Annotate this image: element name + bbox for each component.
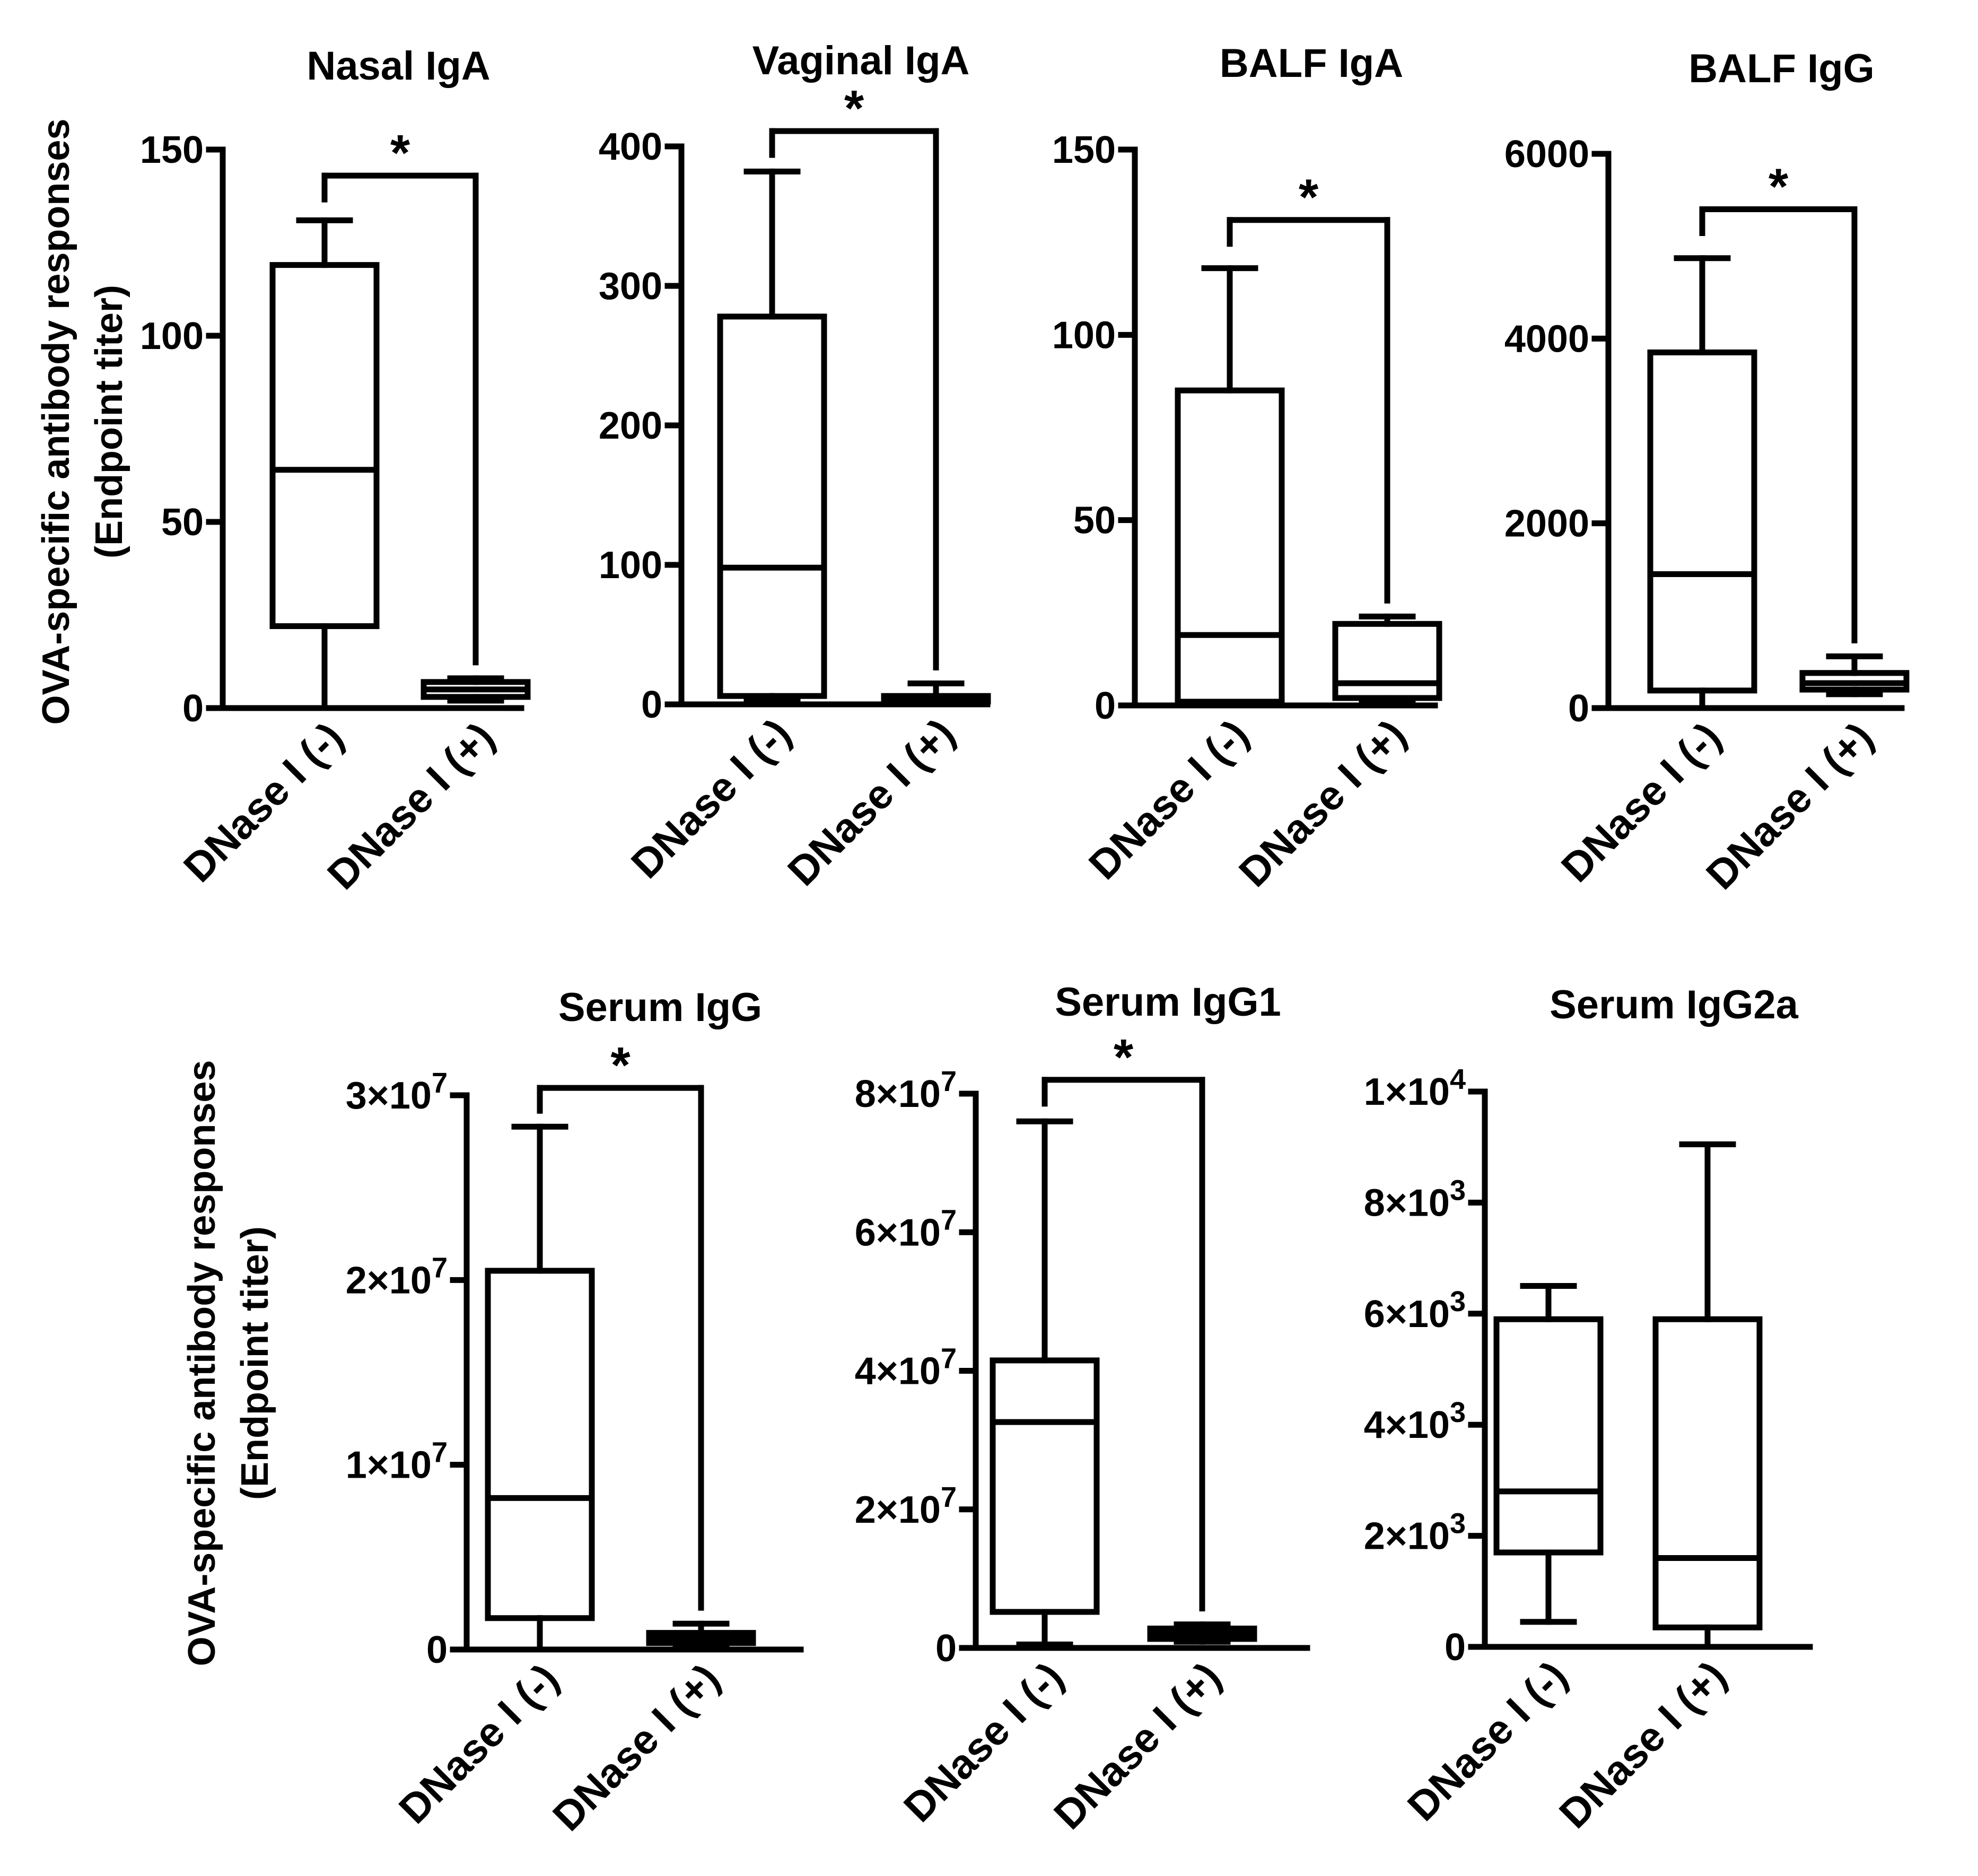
chart-panel-2: Vaginal IgA 0 100 200 300 400 DNase I (-)DNase… <box>599 38 991 895</box>
ylabel-bottom: OVA-specific antibody responses (Endpoin… <box>181 1060 276 1666</box>
significance-bracket: * <box>769 80 939 671</box>
y-tick-label: 200 <box>599 405 662 447</box>
significance-bracket: * <box>1041 1029 1205 1612</box>
x-category-label: DNase I (+) <box>544 1655 729 1840</box>
y-tick-label: 100 <box>140 315 204 357</box>
y-tick-label: 100 <box>599 544 662 587</box>
y-tick-label: 0 <box>1445 1626 1466 1669</box>
box-dnase-plus <box>646 1620 756 1649</box>
box-iqr <box>1332 621 1442 701</box>
x-category-label: DNase I (-) <box>1398 1652 1576 1830</box>
box-dnase-minus <box>269 217 380 711</box>
box-dnase-minus <box>1647 255 1757 711</box>
y-tick-label: 0 <box>426 1629 448 1671</box>
y-tick-label: 2×107 <box>346 1252 448 1302</box>
chart-title: BALF IgG <box>1688 46 1874 91</box>
box-iqr <box>1175 387 1285 705</box>
y-tick-label: 6×103 <box>1364 1286 1466 1336</box>
box-dnase-minus <box>1493 1282 1604 1625</box>
y-axis-label-top-line1: OVA-specific antibody responses <box>35 119 77 725</box>
y-tick-label: 4×103 <box>1364 1397 1466 1446</box>
chart-title: Nasal IgA <box>307 43 490 89</box>
chart-title: BALF IgA <box>1220 41 1403 86</box>
y-tick-label: 4×107 <box>855 1343 957 1393</box>
x-category-label: DNase I (-) <box>390 1655 567 1833</box>
box-dnase-plus <box>1147 1621 1257 1645</box>
chart-title: Serum IgG1 <box>1055 980 1281 1025</box>
significance-bracket: * <box>1227 169 1390 604</box>
significance-star: * <box>1769 159 1789 215</box>
significance-star: * <box>1299 169 1319 226</box>
chart-panel-6: Serum IgG1 0 2×107 4×107 6×107 8×107 DNase I (… <box>855 980 1310 1838</box>
y-tick-label: 1×107 <box>346 1437 448 1487</box>
x-category-label: DNase I (+) <box>1230 711 1415 896</box>
x-category-label: DNase I (+) <box>1550 1652 1735 1837</box>
y-tick-label: 6000 <box>1504 133 1589 176</box>
box-iqr <box>1652 1316 1763 1630</box>
significance-star: * <box>1114 1029 1134 1086</box>
y-tick-label: 2×107 <box>855 1481 957 1531</box>
y-tick-label: 400 <box>599 126 662 168</box>
y-tick-label: 1×104 <box>1364 1063 1466 1113</box>
y-tick-label: 2000 <box>1504 503 1589 545</box>
chart-title: Serum IgG <box>558 985 762 1030</box>
y-axis-label-bottom-line1: OVA-specific antibody responses <box>181 1060 223 1666</box>
box-dnase-minus <box>1175 265 1285 709</box>
y-axis-label-bottom-line2: (Endpoint titer) <box>234 1226 276 1500</box>
y-tick-label: 0 <box>641 684 662 726</box>
significance-star: * <box>390 125 410 181</box>
box-dnase-plus <box>1799 653 1910 697</box>
box-dnase-plus <box>1332 613 1442 705</box>
box-dnase-minus <box>485 1123 595 1651</box>
chart-panel-5: Serum IgG 0 1×107 2×107 3×107 DNase I (-)DNas… <box>346 985 804 1840</box>
y-tick-label: 300 <box>599 265 662 308</box>
box-dnase-minus <box>717 168 827 702</box>
box-dnase-plus <box>421 675 531 704</box>
y-tick-label: 0 <box>1568 687 1589 730</box>
chart-panel-7: Serum IgG2a 0 2×103 4×103 6×103 8×103 1×104 DNa… <box>1364 982 1813 1837</box>
chart-title: Serum IgG2a <box>1550 982 1799 1027</box>
box-dnase-plus <box>881 680 991 706</box>
y-tick-label: 6×107 <box>855 1204 957 1254</box>
significance-bracket: * <box>537 1037 704 1611</box>
ylabel-top: OVA-specific antibody responses (Endpoin… <box>35 119 130 725</box>
chart-title: Vaginal IgA <box>752 38 970 83</box>
box-iqr <box>1647 349 1757 694</box>
y-tick-label: 50 <box>161 501 204 544</box>
y-tick-label: 0 <box>1095 685 1116 727</box>
box-iqr <box>1493 1316 1604 1556</box>
y-tick-label: 8×107 <box>855 1066 957 1115</box>
box-iqr <box>990 1357 1100 1615</box>
y-tick-label: 150 <box>140 129 204 171</box>
y-axis-label-top-line2: (Endpoint titer) <box>88 285 130 559</box>
box-iqr <box>717 313 827 699</box>
y-tick-label: 4000 <box>1504 318 1589 360</box>
y-tick-label: 2×103 <box>1364 1508 1466 1558</box>
y-tick-label: 0 <box>182 687 204 730</box>
box-iqr <box>269 262 380 630</box>
y-tick-label: 3×107 <box>346 1067 448 1117</box>
box-dnase-plus <box>1652 1141 1763 1650</box>
significance-bracket: * <box>1699 159 1858 643</box>
x-category-label: DNase I (+) <box>1045 1653 1230 1838</box>
significance-star: * <box>610 1037 631 1094</box>
box-iqr <box>485 1268 595 1621</box>
y-tick-label: 0 <box>935 1627 957 1670</box>
significance-star: * <box>844 80 864 137</box>
y-tick-label: 8×103 <box>1364 1174 1466 1224</box>
y-tick-label: 50 <box>1073 500 1116 542</box>
box-dnase-minus <box>990 1118 1100 1647</box>
x-category-label: DNase I (+) <box>778 710 964 895</box>
significance-bracket: * <box>321 125 479 666</box>
x-category-label: DNase I (-) <box>622 710 800 887</box>
y-tick-label: 100 <box>1052 314 1116 356</box>
x-category-label: DNase I (+) <box>1697 713 1882 898</box>
y-tick-label: 150 <box>1052 129 1116 171</box>
